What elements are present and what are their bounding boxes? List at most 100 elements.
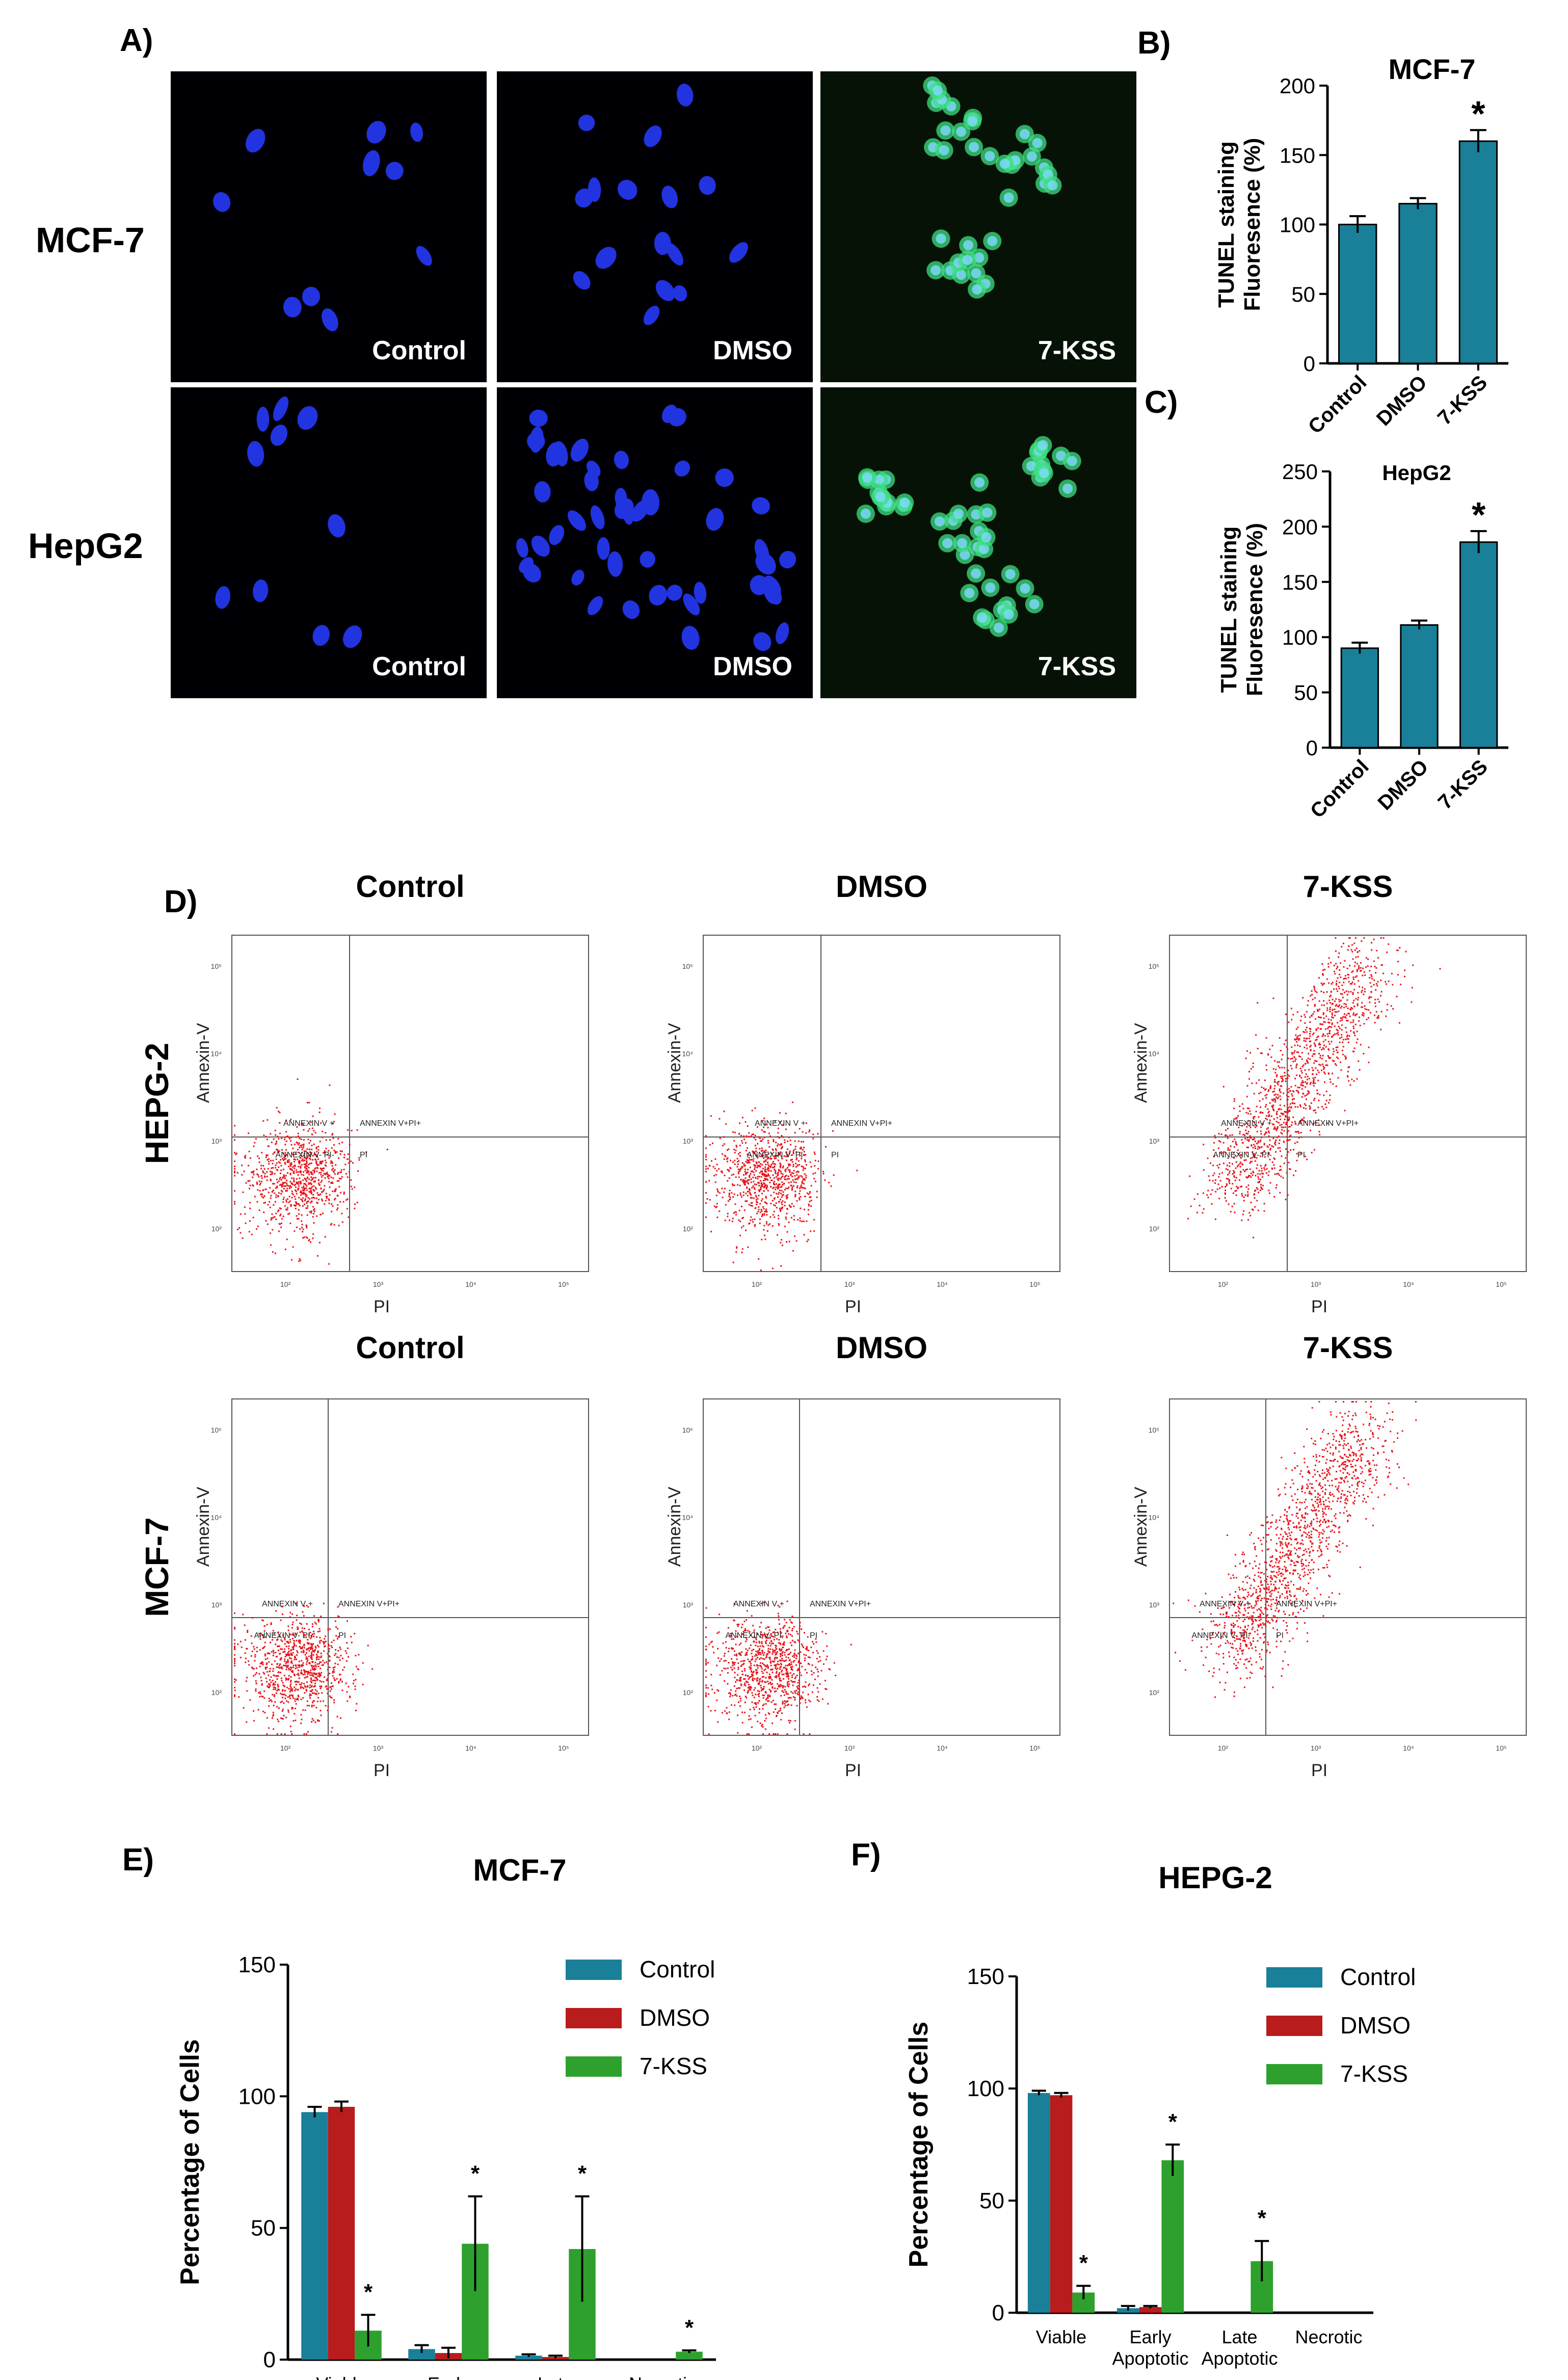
- x-tick-label: 10⁵: [1496, 1744, 1506, 1752]
- y-tick-label: 100: [1280, 213, 1315, 237]
- x-tick-label: 10⁴: [1403, 1744, 1414, 1752]
- y-axis-label: TUNEL stainingFluoresence (%): [1214, 138, 1265, 311]
- microscopy-grid: MCF-7 HepG2 Control DMSO 7-KSS Control DMSO 7…: [28, 71, 1136, 698]
- nucleus-core: [985, 151, 995, 162]
- nucleus: [549, 525, 565, 545]
- nucleus-core: [1047, 180, 1058, 191]
- x-tick-label: 10⁴: [1403, 1280, 1414, 1288]
- y-axis-label: Percentage of Cells: [175, 2039, 205, 2285]
- legend-label: Control: [1340, 1964, 1416, 1990]
- flow-row-label-hepg2: HEPG-2: [139, 1043, 175, 1164]
- micro-image-label: DMSO: [713, 336, 792, 365]
- micro-background: [497, 71, 813, 382]
- y-axis-label: Annexin-V: [194, 1023, 213, 1103]
- chart-title: HepG2: [1382, 461, 1451, 485]
- y-axis-label: TUNEL stainingFluoresence (%): [1216, 523, 1267, 696]
- nucleus-core: [1032, 138, 1043, 148]
- nucleus: [297, 406, 318, 430]
- y-tick-label: 0: [1304, 352, 1315, 376]
- flow-plot-hepg2-dmso: ANNEXIN V + ANNEXIN V+PI+ ANNEXIN V- PI- PI…: [665, 935, 1060, 1316]
- nucleus-core: [981, 532, 992, 543]
- nucleus-core: [974, 477, 985, 488]
- nucleus: [694, 581, 707, 604]
- x-tick-label: 10⁵: [558, 1280, 569, 1288]
- legend-label: 7-KSS: [1340, 2060, 1408, 2087]
- micro-background: [171, 71, 487, 382]
- flow-row-label-mcf7: MCF-7: [139, 1517, 175, 1617]
- bar-dmso-viable: [1050, 2095, 1073, 2313]
- nucleus-core: [1067, 456, 1077, 466]
- x-tick-label: 10⁴: [937, 1280, 948, 1288]
- apoptosis-mcf7-chart: MCF-7050100150*Viable*EarlyApoptotic*Lat…: [175, 1853, 716, 2380]
- nucleus-core: [936, 233, 946, 244]
- y-tick-label: 150: [1280, 143, 1315, 167]
- nucleus-core: [971, 568, 981, 579]
- event-dots: [234, 1078, 388, 1265]
- x-tick-label: Necrotic: [629, 2373, 696, 2380]
- x-tick-label: Early: [1129, 2326, 1171, 2347]
- quadrant-label-ur: ANNEXIN V+PI+: [831, 1119, 892, 1128]
- micro-image-hepg2-7kss: 7-KSS: [820, 387, 1136, 698]
- quadrant-label-ul: ANNEXIN V +: [262, 1600, 313, 1608]
- nucleus: [575, 188, 594, 208]
- micro-background: [171, 387, 487, 698]
- event-dots: [705, 1101, 858, 1271]
- bar-dmso: [1398, 203, 1438, 364]
- y-tick-label: 10⁴: [682, 1514, 693, 1522]
- bar-control-earlyapoptotic: [408, 2349, 435, 2360]
- y-axis-label: Percentage of Cells: [904, 2022, 934, 2268]
- y-axis-label: Annexin-V: [665, 1487, 684, 1567]
- x-tick-label: Viable: [1036, 2326, 1086, 2347]
- x-tick-label: 10²: [752, 1744, 762, 1752]
- nucleus: [661, 186, 678, 208]
- nucleus: [273, 396, 289, 421]
- micro-image-label: Control: [372, 336, 466, 365]
- nucleus-core: [862, 472, 872, 483]
- significance-marker: *: [471, 2161, 480, 2186]
- nucleus-core: [982, 507, 993, 518]
- x-tick-label: 10²: [280, 1280, 291, 1288]
- nucleus-core: [860, 508, 871, 519]
- quadrant-label-ul: ANNEXIN V +: [733, 1600, 784, 1608]
- nucleus: [654, 231, 671, 255]
- micro-image-mcf7-7kss: 7-KSS: [820, 71, 1136, 382]
- x-tick-label: 10⁴: [937, 1744, 948, 1752]
- nucleus-core: [993, 622, 1004, 633]
- nucleus-core: [875, 492, 886, 503]
- chart-title: MCF-7: [1388, 53, 1475, 85]
- micro-image-hepg2-dmso: DMSO: [497, 387, 813, 698]
- nucleus-core: [979, 544, 990, 554]
- micro-image-label: 7-KSS: [1038, 652, 1116, 681]
- micro-image-mcf7-dmso: DMSO: [497, 71, 813, 382]
- flow-plot-frame: [1169, 935, 1527, 1272]
- bar-7kss: [1459, 541, 1498, 749]
- quadrant-label-ll: ANNEXIN V- PI-: [254, 1631, 313, 1640]
- y-tick-label: 10²: [683, 1688, 694, 1697]
- y-tick-label: 10²: [683, 1225, 694, 1233]
- bar-dmso-earlyapoptotic: [1139, 2307, 1162, 2313]
- x-tick-label: 10⁵: [1029, 1280, 1040, 1288]
- x-axis-label: PI: [845, 1297, 861, 1316]
- x-tick-label: 10³: [373, 1744, 384, 1752]
- y-tick-label: 10³: [683, 1601, 694, 1609]
- y-tick-label: 50: [251, 2216, 276, 2241]
- quadrant-label-ul: ANNEXIN V +: [283, 1119, 334, 1128]
- legend-swatch-dmso: [566, 2008, 622, 2028]
- legend-label: 7-KSS: [640, 2053, 707, 2079]
- nucleus: [644, 125, 662, 147]
- significance-marker: *: [685, 2315, 694, 2340]
- y-tick-label: 50: [979, 2188, 1004, 2213]
- micro-row-label-hepg2: HepG2: [28, 526, 143, 566]
- y-tick-label: 0: [992, 2300, 1004, 2325]
- flow-column-title: Control: [356, 1331, 464, 1365]
- nucleus: [643, 305, 660, 325]
- quadrant-label-ur: ANNEXIN V+PI+: [1276, 1600, 1337, 1608]
- nucleus: [752, 497, 770, 515]
- y-tick-label: 10⁵: [211, 962, 222, 970]
- nucleus: [553, 441, 568, 466]
- legend-label: Control: [640, 1956, 715, 1982]
- significance-marker: *: [1258, 2206, 1267, 2231]
- bar-control-viable: [301, 2112, 328, 2360]
- event-dots: [1173, 1401, 1417, 1698]
